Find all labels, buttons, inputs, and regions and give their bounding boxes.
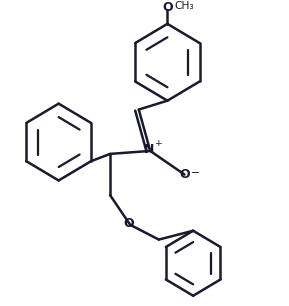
Text: O: O xyxy=(179,168,190,181)
Text: +: + xyxy=(154,139,162,148)
Text: O: O xyxy=(123,217,134,230)
Text: CH₃: CH₃ xyxy=(175,1,194,11)
Text: −: − xyxy=(191,168,200,178)
Text: N: N xyxy=(144,143,154,156)
Text: O: O xyxy=(162,1,173,14)
